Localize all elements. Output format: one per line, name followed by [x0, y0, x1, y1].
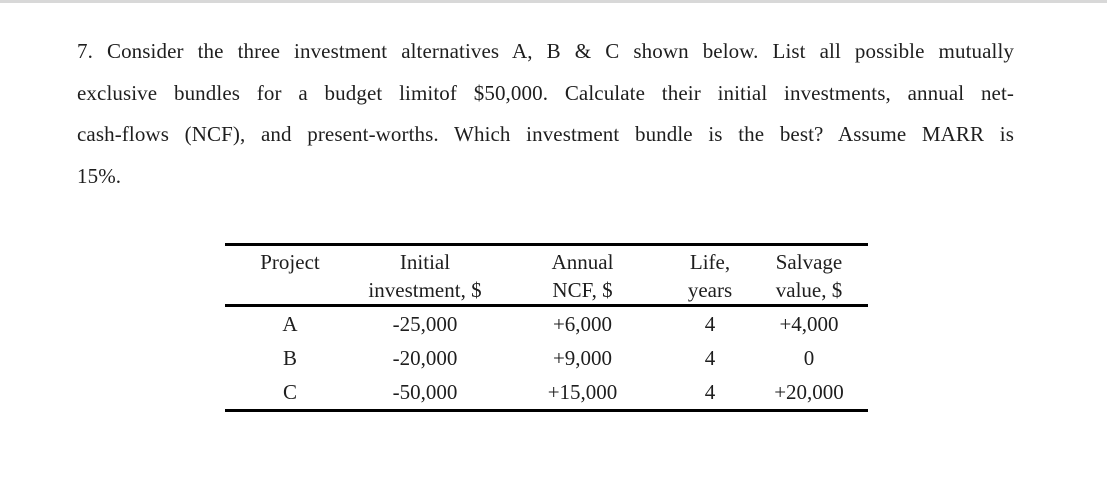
col-header-project-line1: Project — [260, 250, 320, 274]
problem-text-line-3: cash-flows (NCF), and present-worths. Wh… — [77, 122, 1014, 146]
cell-b-annual-ncf: +9,000 — [552, 346, 613, 370]
cell-a-annual-ncf: +6,000 — [552, 312, 613, 336]
cell-b-salvage-value: 0 — [803, 346, 815, 370]
col-header-annual-ncf-line1: Annual — [551, 250, 614, 274]
cell-c-annual-ncf: +15,000 — [547, 380, 618, 404]
cell-a-life-years: 4 — [704, 312, 716, 336]
problem-text-line-2: exclusive bundles for a budget limitof $… — [77, 80, 1014, 105]
col-header-life-years-line1: Life, — [689, 250, 731, 274]
col-header-life-years: Life, years — [670, 244, 750, 307]
table-row-project-b: B -20,000 +9,000 4 0 — [225, 341, 868, 375]
col-header-project: Project — [225, 244, 355, 307]
col-header-salvage-value-line2: value, $ — [775, 278, 843, 302]
investment-alternatives-table: Project Initial investment, $ Annual NCF… — [225, 243, 868, 412]
cell-c-salvage-value: +20,000 — [774, 380, 844, 404]
cell-c-project: C — [282, 380, 297, 404]
table-header-row: Project Initial investment, $ Annual NCF… — [225, 244, 868, 307]
cell-b-initial-investment: -20,000 — [392, 346, 458, 370]
problem-text-line-4: 15%. — [77, 163, 122, 188]
window-top-strip — [0, 0, 1107, 3]
cell-a-initial-investment: -25,000 — [392, 312, 458, 336]
col-header-salvage-value-line1: Salvage — [775, 250, 843, 274]
col-header-salvage-value: Salvage value, $ — [750, 244, 868, 307]
table-row-project-c: C -50,000 +15,000 4 +20,000 — [225, 375, 868, 411]
cell-c-initial-investment: -50,000 — [392, 380, 458, 404]
table-row-project-a: A -25,000 +6,000 4 +4,000 — [225, 306, 868, 342]
col-header-life-years-line2: years — [687, 278, 733, 302]
cell-b-life-years: 4 — [704, 346, 716, 370]
col-header-initial-investment: Initial investment, $ — [355, 244, 495, 307]
col-header-annual-ncf-line2: NCF, $ — [552, 278, 613, 302]
col-header-annual-ncf: Annual NCF, $ — [495, 244, 670, 307]
cell-b-project: B — [282, 346, 297, 370]
col-header-initial-investment-line2: investment, $ — [368, 278, 482, 302]
problem-statement: 7. Consider the three investment alterna… — [77, 31, 1014, 197]
cell-a-project: A — [282, 312, 298, 336]
problem-text-line-1: 7. Consider the three investment alterna… — [77, 39, 1014, 63]
cell-a-salvage-value: +4,000 — [779, 312, 839, 336]
col-header-initial-investment-line1: Initial — [399, 250, 451, 274]
cell-c-life-years: 4 — [704, 380, 716, 404]
